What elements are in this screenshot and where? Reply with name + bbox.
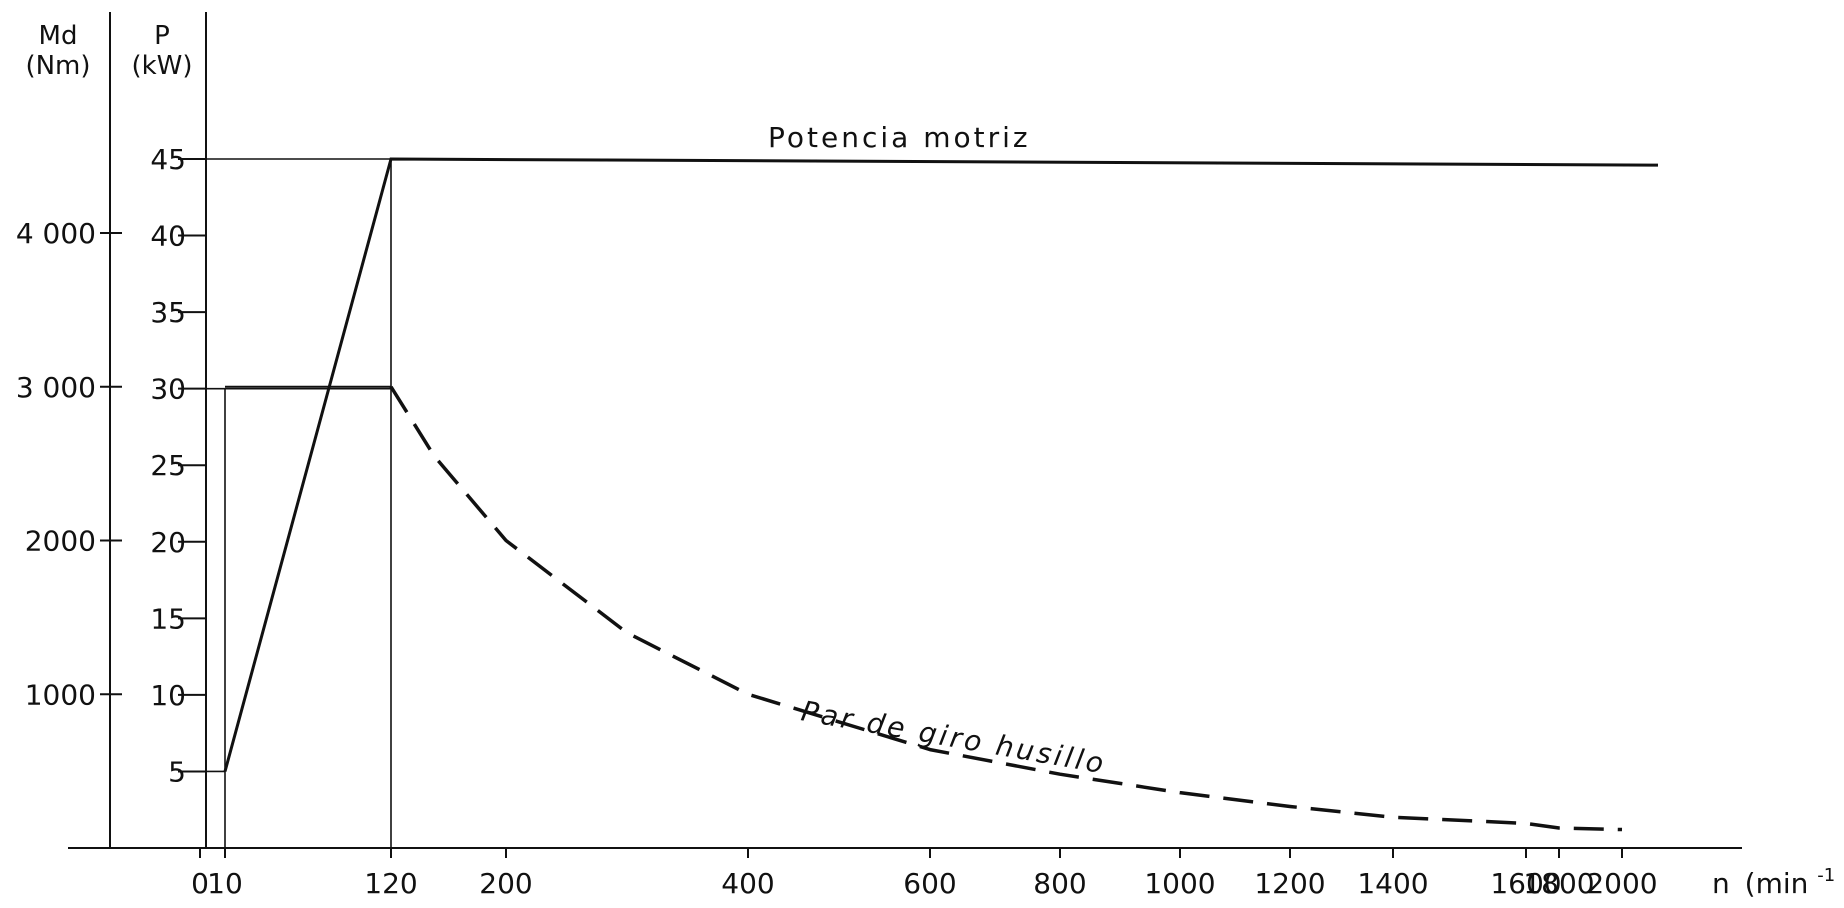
power-tick-label-0: 5 bbox=[168, 755, 186, 788]
power-axis-label: P bbox=[154, 21, 170, 51]
x-tick-label-6: 800 bbox=[1033, 867, 1086, 900]
x-axis-variable: n bbox=[1712, 867, 1730, 900]
series-power-line bbox=[223, 157, 1659, 772]
power-tick-label-3: 20 bbox=[150, 526, 186, 559]
power-tick-label-2: 15 bbox=[150, 602, 186, 635]
x-tick-label-12: 2000 bbox=[1586, 867, 1657, 900]
x-tick-label-8: 1200 bbox=[1254, 867, 1325, 900]
x-tick-label-7: 1000 bbox=[1144, 867, 1215, 900]
axes bbox=[68, 12, 1742, 849]
torque-tick-label-2: 3 000 bbox=[16, 371, 96, 404]
power-axis-unit: (kW) bbox=[131, 51, 192, 81]
series-label-power: Potencia motriz bbox=[768, 121, 1031, 154]
power-tick-label-6: 35 bbox=[150, 296, 186, 329]
x-tick-label-10: 1600 bbox=[1490, 867, 1561, 900]
x-axis-unit: (min bbox=[1745, 867, 1809, 900]
x-tick-label-11: 1800 bbox=[1523, 867, 1594, 900]
power-tick-label-4: 25 bbox=[150, 449, 186, 482]
torque-axis-label: Md bbox=[39, 21, 78, 51]
torque-axis-unit: (Nm) bbox=[25, 51, 90, 81]
power-tick-label-7: 40 bbox=[150, 220, 186, 253]
series-label-torque: Par de giro husillo bbox=[799, 694, 1109, 780]
series-torque-dashed bbox=[389, 385, 1623, 832]
torque-tick-label-3: 4 000 bbox=[16, 217, 96, 250]
x-tick-label-1: 10 bbox=[207, 867, 243, 900]
x-tick-label-4: 400 bbox=[721, 867, 774, 900]
x-tick-label-3: 200 bbox=[479, 867, 532, 900]
x-tick-label-2: 120 bbox=[364, 867, 417, 900]
power-tick-label-8: 45 bbox=[150, 143, 186, 176]
torque-tick-label-0: 1000 bbox=[25, 678, 96, 711]
series-layer bbox=[223, 157, 1659, 832]
x-tick-label-5: 600 bbox=[903, 867, 956, 900]
x-axis-label: n (min -1 ) bbox=[1712, 855, 1844, 900]
torque-tick-label-1: 2000 bbox=[25, 525, 96, 558]
power-tick-label-5: 30 bbox=[150, 373, 186, 406]
x-tick-label-9: 1400 bbox=[1357, 867, 1428, 900]
x-tick-label-0: 0 bbox=[191, 867, 209, 900]
power-tick-label-1: 10 bbox=[150, 679, 186, 712]
x-axis-unit-exponent: -1 bbox=[1817, 865, 1835, 886]
